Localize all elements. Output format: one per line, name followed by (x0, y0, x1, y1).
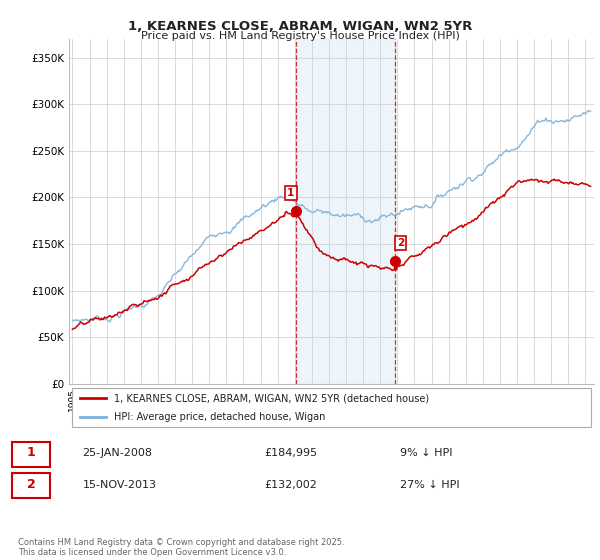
Text: 1, KEARNES CLOSE, ABRAM, WIGAN, WN2 5YR (detached house): 1, KEARNES CLOSE, ABRAM, WIGAN, WN2 5YR … (113, 393, 429, 403)
Text: Contains HM Land Registry data © Crown copyright and database right 2025.
This d: Contains HM Land Registry data © Crown c… (18, 538, 344, 557)
Text: 27% ↓ HPI: 27% ↓ HPI (400, 480, 460, 489)
Text: £184,995: £184,995 (265, 448, 318, 458)
Text: 2: 2 (27, 478, 35, 491)
Text: HPI: Average price, detached house, Wigan: HPI: Average price, detached house, Wiga… (113, 412, 325, 422)
Text: £132,002: £132,002 (265, 480, 317, 489)
Text: 9% ↓ HPI: 9% ↓ HPI (400, 448, 452, 458)
Text: 1: 1 (287, 188, 295, 198)
FancyBboxPatch shape (71, 388, 592, 427)
Text: 2: 2 (397, 237, 404, 248)
Text: 1, KEARNES CLOSE, ABRAM, WIGAN, WN2 5YR: 1, KEARNES CLOSE, ABRAM, WIGAN, WN2 5YR (128, 20, 472, 32)
Text: 25-JAN-2008: 25-JAN-2008 (82, 448, 152, 458)
FancyBboxPatch shape (12, 473, 50, 498)
Text: Price paid vs. HM Land Registry's House Price Index (HPI): Price paid vs. HM Land Registry's House … (140, 31, 460, 41)
Text: 15-NOV-2013: 15-NOV-2013 (82, 480, 157, 489)
FancyBboxPatch shape (12, 441, 50, 466)
Bar (296, 39, 395, 384)
Text: 1: 1 (27, 446, 35, 459)
